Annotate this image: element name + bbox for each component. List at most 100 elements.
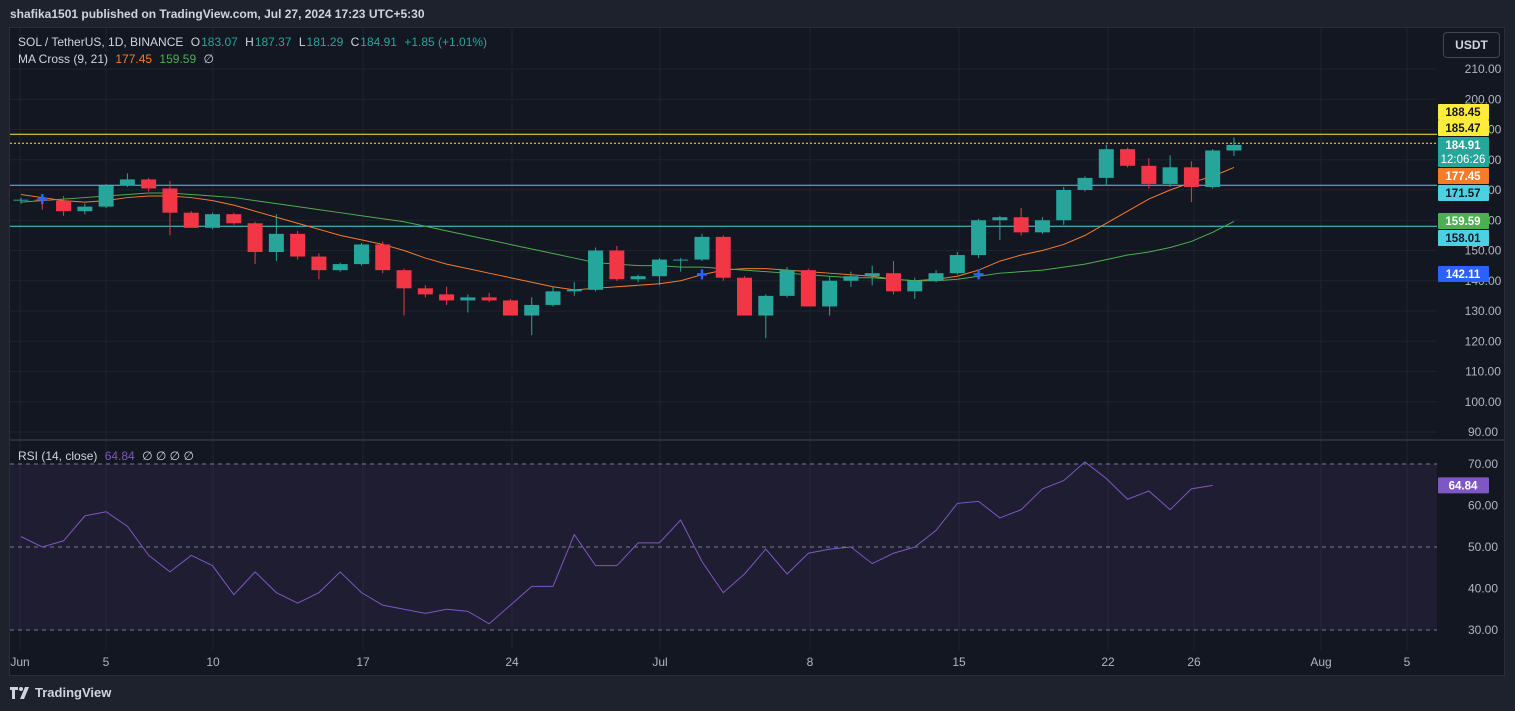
candle-body[interactable] xyxy=(162,188,178,213)
candle-body[interactable] xyxy=(1034,220,1050,233)
ma-slow-tag-bg xyxy=(1438,213,1489,229)
rsi-extra-values: ∅ ∅ ∅ ∅ xyxy=(142,449,194,463)
candle-body[interactable] xyxy=(353,244,369,265)
price-tick-label: 200.00 xyxy=(1465,92,1502,106)
rsi-tick-label: 50.00 xyxy=(1468,540,1498,554)
candle-body[interactable] xyxy=(1162,167,1178,184)
candle-body[interactable] xyxy=(949,255,965,274)
candle-body[interactable] xyxy=(694,236,710,260)
candle-body[interactable] xyxy=(13,199,29,201)
candle-body[interactable] xyxy=(332,264,348,271)
ma-cross-marker xyxy=(973,269,984,280)
candle-body[interactable] xyxy=(609,250,625,280)
ma-fast-line[interactable] xyxy=(20,167,1235,291)
ma-cross-marker xyxy=(37,194,48,205)
candle-body[interactable] xyxy=(651,259,667,277)
candle-body[interactable] xyxy=(1205,150,1221,187)
candle-body[interactable] xyxy=(971,220,987,256)
rsi-tick-label: 70.00 xyxy=(1468,457,1498,471)
candle-body[interactable] xyxy=(481,297,497,301)
currency-button[interactable]: USDT xyxy=(1443,32,1500,58)
price-tick-label: 130.00 xyxy=(1465,304,1502,318)
candle-body[interactable] xyxy=(928,273,944,281)
candle-body[interactable] xyxy=(1183,167,1199,187)
candle-body[interactable] xyxy=(268,233,284,253)
candle-body[interactable] xyxy=(439,294,455,301)
candle-body[interactable] xyxy=(375,244,391,271)
candle-body[interactable] xyxy=(524,304,540,316)
candle-body[interactable] xyxy=(715,236,731,278)
candle-body[interactable] xyxy=(588,250,604,290)
candle-body[interactable] xyxy=(290,233,306,257)
candle-body[interactable] xyxy=(119,179,135,186)
price-tick-label: 90.00 xyxy=(1468,425,1498,439)
time-tick-label: Jun xyxy=(10,655,29,669)
candle-body[interactable] xyxy=(992,217,1008,221)
candle-body[interactable] xyxy=(630,276,646,280)
ma-title[interactable]: MA Cross (9, 21) xyxy=(18,52,109,66)
candle-body[interactable] xyxy=(77,206,93,212)
rsi-value: 64.84 xyxy=(104,449,135,463)
level-tag-158-bg xyxy=(1438,230,1489,246)
publisher-header: shafika1501 published on TradingView.com… xyxy=(10,7,425,21)
candle-body[interactable] xyxy=(822,280,838,307)
candle-body[interactable] xyxy=(460,297,476,301)
candle-body[interactable] xyxy=(1120,149,1136,166)
rsi-tick-label: 60.00 xyxy=(1468,499,1498,513)
candle-body[interactable] xyxy=(843,276,859,281)
candle-body[interactable] xyxy=(1013,217,1029,233)
time-tick-label: 8 xyxy=(807,655,814,669)
ma-slow-line[interactable] xyxy=(20,192,1235,282)
chart-frame xyxy=(9,27,1505,676)
level-tag-171-bg xyxy=(1438,185,1489,201)
tradingview-logo[interactable]: TradingView xyxy=(10,685,111,700)
time-tick-label: Aug xyxy=(1310,655,1331,669)
candle-body[interactable] xyxy=(1098,149,1114,178)
candle-body[interactable] xyxy=(205,214,221,228)
level-tag-188-bg xyxy=(1438,104,1489,120)
candle-body[interactable] xyxy=(417,288,433,295)
candle-body[interactable] xyxy=(56,200,72,212)
rsi-value-tag-bg xyxy=(1438,477,1489,494)
candle-body[interactable] xyxy=(396,270,412,289)
time-tick-label: 5 xyxy=(1404,655,1411,669)
time-tick-label: 10 xyxy=(206,655,220,669)
candle-body[interactable] xyxy=(1077,177,1093,190)
cross-price-tag-bg xyxy=(1438,266,1489,282)
candle-body[interactable] xyxy=(183,212,199,228)
candle-body[interactable] xyxy=(758,295,774,316)
candle-body[interactable] xyxy=(1226,144,1242,151)
candle-body[interactable] xyxy=(1141,165,1157,184)
last-price-tag-countdown: 12:06:26 xyxy=(1441,154,1486,166)
candle-body[interactable] xyxy=(226,214,242,224)
high-value: 187.37 xyxy=(254,35,292,49)
candle-body[interactable] xyxy=(502,300,518,316)
candle-body[interactable] xyxy=(864,273,880,277)
rsi-title[interactable]: RSI (14, close) xyxy=(18,449,98,463)
candle-body[interactable] xyxy=(779,270,795,296)
candle-body[interactable] xyxy=(907,280,923,292)
rsi-line[interactable] xyxy=(20,461,1213,625)
time-tick-label: 17 xyxy=(356,655,370,669)
time-tick-label: 5 xyxy=(103,655,110,669)
candle-body[interactable] xyxy=(673,259,689,261)
candle-body[interactable] xyxy=(247,223,263,253)
price-tick-label: 120.00 xyxy=(1465,334,1502,348)
candle-body[interactable] xyxy=(1056,190,1072,221)
ma-cross-marker xyxy=(696,269,707,280)
last-price-tag-bg xyxy=(1438,137,1489,167)
ma-fast-value: 177.45 xyxy=(115,52,153,66)
price-tick-label: 150.00 xyxy=(1465,244,1502,258)
symbol-legend: SOL / TetherUS, 1D, BINANCE O183.07 H187… xyxy=(18,35,488,49)
candle-body[interactable] xyxy=(566,289,582,292)
candle-body[interactable] xyxy=(800,270,816,307)
candle-body[interactable] xyxy=(885,273,901,292)
candle-body[interactable] xyxy=(141,179,157,189)
candle-body[interactable] xyxy=(545,291,561,305)
candle-body[interactable] xyxy=(311,256,327,271)
symbol-title[interactable]: SOL / TetherUS, 1D, BINANCE xyxy=(18,35,184,49)
time-tick-label: 22 xyxy=(1101,655,1115,669)
candle-body[interactable] xyxy=(737,277,753,316)
candle-body[interactable] xyxy=(98,185,114,207)
